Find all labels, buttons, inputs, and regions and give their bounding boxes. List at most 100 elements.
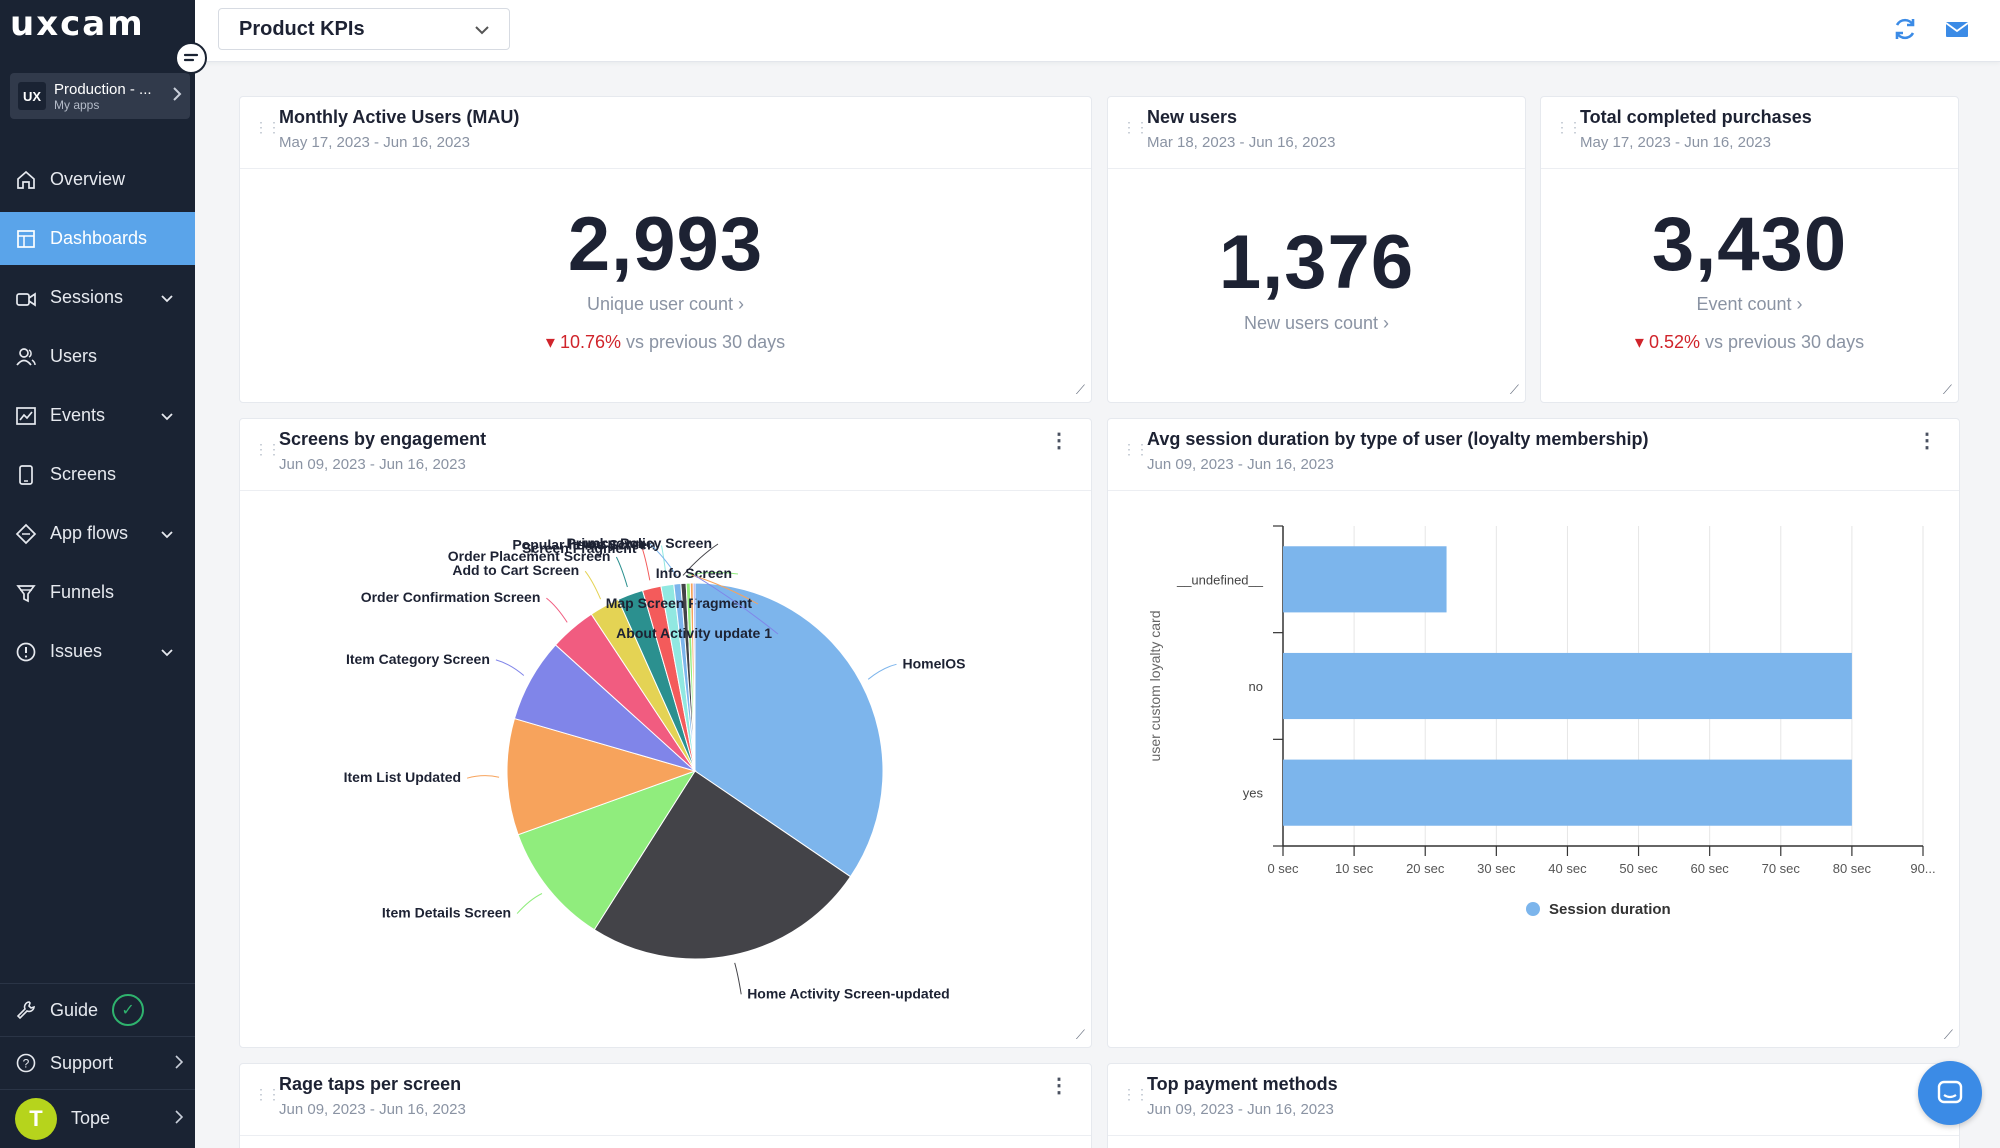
card-date-range: May 17, 2023 - Jun 16, 2023 [1580,134,1771,151]
pie-label: HomeIOS [903,655,966,671]
pie-connector [693,574,779,635]
x-tick-label: 0 sec [1267,861,1299,876]
screens-engagement-card: ⋮⋮ Screens by engagement Jun 09, 2023 - … [239,418,1092,1048]
drag-handle-icon[interactable]: ⋮⋮ [1122,119,1149,135]
phone-icon [15,464,37,486]
chat-button[interactable] [1918,1061,1982,1125]
resize-handle-icon[interactable]: ⟋ [1942,382,1952,397]
users-icon [15,346,37,368]
sidebar-item-app-flows[interactable]: App flows [0,507,195,560]
card-date-range: Jun 09, 2023 - Jun 16, 2023 [1147,1101,1334,1118]
kpi-label-link[interactable]: New users count › [1243,313,1390,333]
sidebar-item-label: Funnels [50,582,115,602]
pie-label: Item Details Screen [382,905,511,921]
chat-icon [1937,1080,1963,1104]
pie-label: Add to Cart Screen [452,562,579,578]
resize-handle-icon[interactable]: ⟋ [1075,1027,1085,1042]
sidebar-item-label: App flows [50,523,129,543]
pie-chart: HomeIOS Home Activity Screen-updated Item … [344,535,966,1001]
rage-taps-card: ⋮⋮ Rage taps per screen Jun 09, 2023 - J… [239,1063,1092,1148]
kpi-label-link[interactable]: Event count › [1696,294,1803,314]
pie-label: Item List Updated [344,769,461,785]
kpi-label-link[interactable]: Unique user count › [586,294,745,314]
kpi-delta: ▾ 10.76% vs previous 30 days [545,332,786,352]
chevron-right-icon [172,86,182,107]
resize-handle-icon[interactable]: ⟋ [1943,1027,1953,1042]
x-tick-label: 50 sec [1619,861,1658,876]
refresh-icon[interactable] [1892,16,1918,47]
pie-connector [495,659,525,676]
card-date-range: Jun 09, 2023 - Jun 16, 2023 [279,456,466,473]
pie-label: Order Confirmation Screen [361,589,541,605]
chevron-down-icon [161,287,173,308]
kpi-delta: ▾ 0.52% vs previous 30 days [1634,332,1865,352]
pie-label: Order Placement Screen [448,548,611,564]
sidebar-item-label: Users [50,346,98,366]
app-subtitle: My apps [54,97,100,112]
sidebar-item-users[interactable]: Users [0,330,195,383]
uxcam-logo[interactable]: uxcam [10,4,145,44]
legend-label[interactable]: Session duration [1549,901,1671,918]
drag-handle-icon[interactable]: ⋮⋮ [1122,441,1149,457]
bar[interactable] [1283,652,1852,720]
drag-handle-icon[interactable]: ⋮⋮ [254,119,281,135]
collapse-sidebar-button[interactable] [175,42,207,74]
menu-collapse-icon [183,53,199,62]
card-date-range: Jun 09, 2023 - Jun 16, 2023 [279,1101,466,1118]
card-title: Monthly Active Users (MAU) [279,107,520,127]
pie-connector [466,775,500,779]
sidebar-item-label: Events [50,405,106,425]
sidebar-item-overview[interactable]: Overview [0,153,195,206]
resize-handle-icon[interactable]: ⟋ [1509,382,1519,397]
card-title: Rage taps per screen [279,1074,462,1094]
sidebar-item-funnels[interactable]: Funnels [0,566,195,619]
pie-slice[interactable] [593,770,852,960]
flow-icon [15,523,37,545]
pie-label: Item Category Screen [346,651,490,667]
app-switcher[interactable]: UX Production - ... My apps [10,73,190,119]
support-item[interactable]: ? Support [0,1036,195,1089]
sidebar-item-events[interactable]: Events [0,389,195,442]
pie-label: Popular Items Screen [512,537,655,553]
card-date-range: May 17, 2023 - Jun 16, 2023 [279,134,470,151]
kpi-value: 3,430 [1651,202,1848,287]
bar[interactable] [1283,759,1852,826]
mail-icon[interactable] [1944,16,1970,47]
drag-handle-icon[interactable]: ⋮⋮ [254,441,281,457]
kpi-value: 1,376 [1218,220,1415,305]
pie-connector [649,543,678,577]
pie-slice[interactable] [694,582,884,878]
pie-connector [687,572,739,576]
drag-handle-icon[interactable]: ⋮⋮ [1122,1086,1149,1102]
pie-slice[interactable] [517,770,697,931]
session-duration-card: ⋮⋮ Avg session duration by type of user … [1107,418,1960,1048]
resize-handle-icon[interactable]: ⟋ [1075,382,1085,397]
user-menu[interactable]: T Tope [0,1089,195,1147]
main-nav: Overview Dashboards Sessions Users Events Scr… [0,153,195,684]
y-axis-title: user custom loyalty card [1147,611,1163,762]
sidebar-item-screens[interactable]: Screens [0,448,195,501]
sidebar: uxcam UX Production - ... My apps Overvi… [0,0,195,1148]
more-options-icon[interactable]: ⋮ [1049,1075,1069,1097]
sidebar-item-dashboards[interactable]: Dashboards [0,212,195,265]
sidebar-item-sessions[interactable]: Sessions [0,271,195,324]
sidebar-item-issues[interactable]: Issues [0,625,195,678]
funnel-icon [15,582,37,604]
guide-item[interactable]: Guide ✓ [0,983,195,1036]
card-title: Screens by engagement [279,429,487,449]
bar[interactable] [1283,546,1447,613]
pie-slice[interactable] [692,582,696,772]
pie-connector [642,548,651,581]
more-options-icon[interactable]: ⋮ [1917,430,1937,452]
payment-methods-card: ⋮⋮ Top payment methods Jun 09, 2023 - Ju… [1107,1063,1960,1148]
pie-connector [734,962,742,995]
more-options-icon[interactable]: ⋮ [1049,430,1069,452]
help-icon: ? [15,1052,37,1074]
pie-slice[interactable] [506,717,697,836]
drag-handle-icon[interactable]: ⋮⋮ [254,1086,281,1102]
pie-connector [516,893,543,914]
legend-marker[interactable] [1526,902,1540,916]
sidebar-item-label: Overview [50,169,126,189]
dashboard-select[interactable]: Product KPIs [218,8,510,50]
drag-handle-icon[interactable]: ⋮⋮ [1555,119,1582,135]
